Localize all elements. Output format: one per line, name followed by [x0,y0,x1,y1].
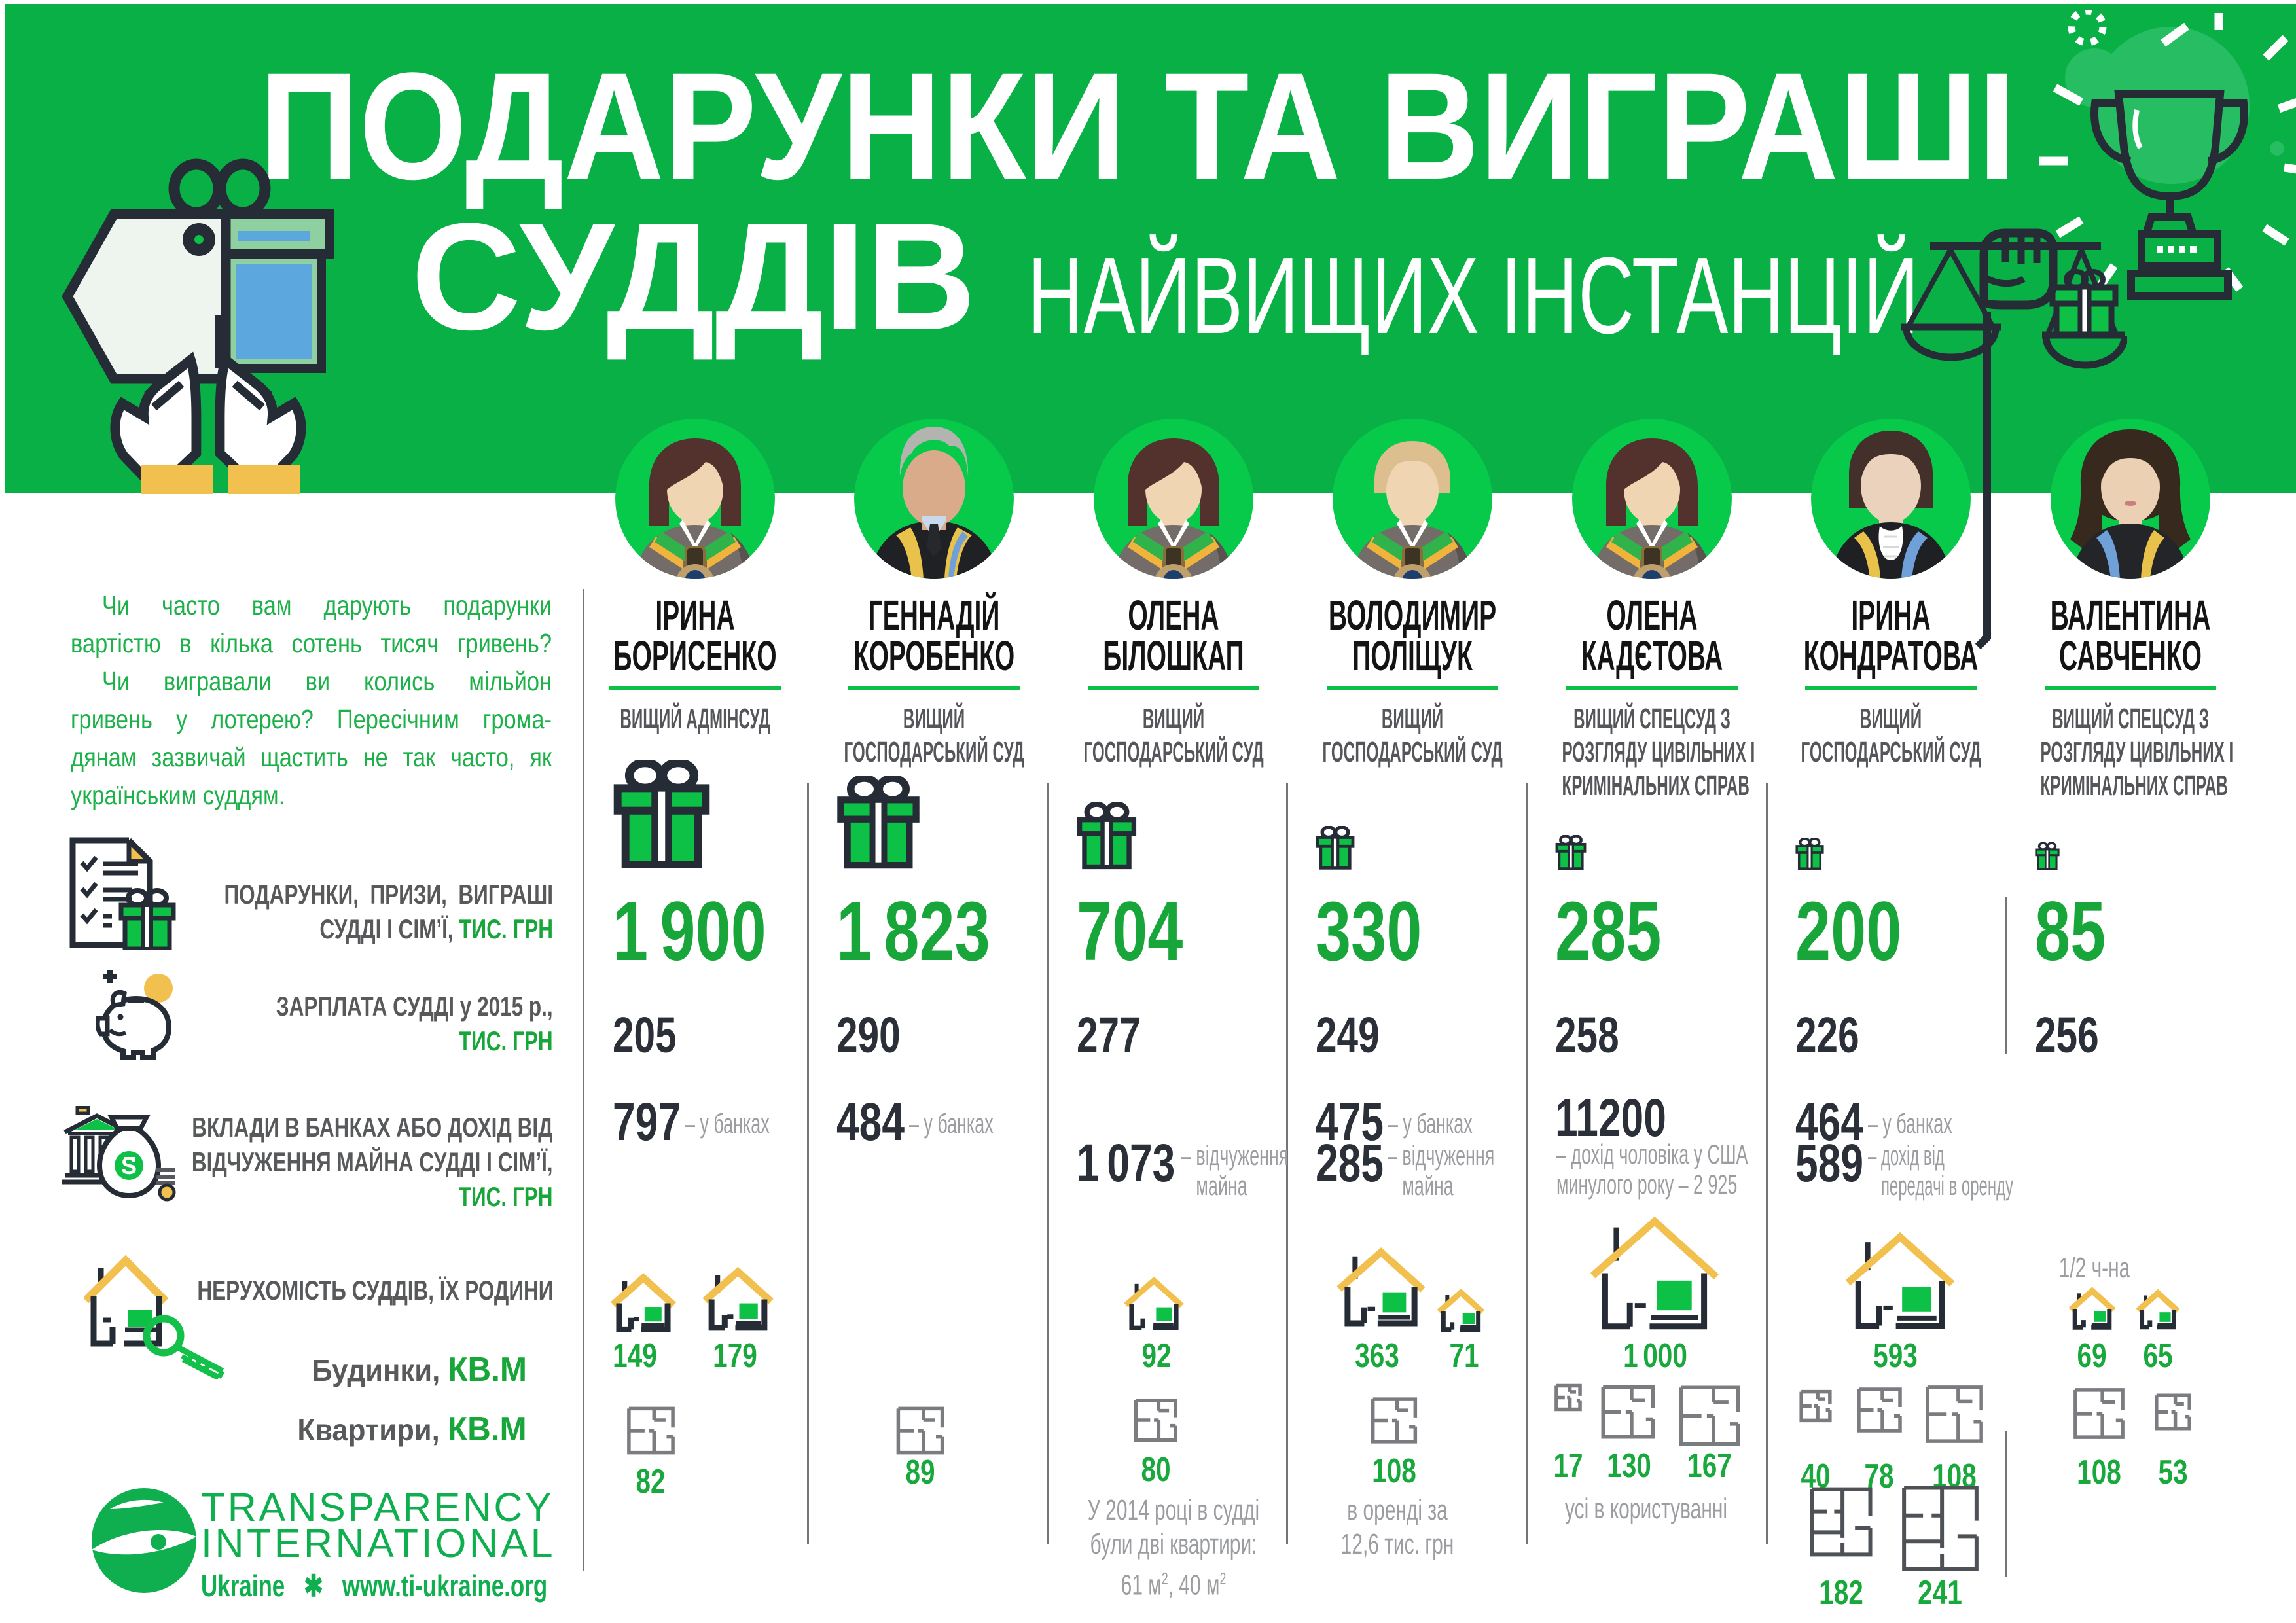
svg-text:S: S [121,1152,137,1179]
